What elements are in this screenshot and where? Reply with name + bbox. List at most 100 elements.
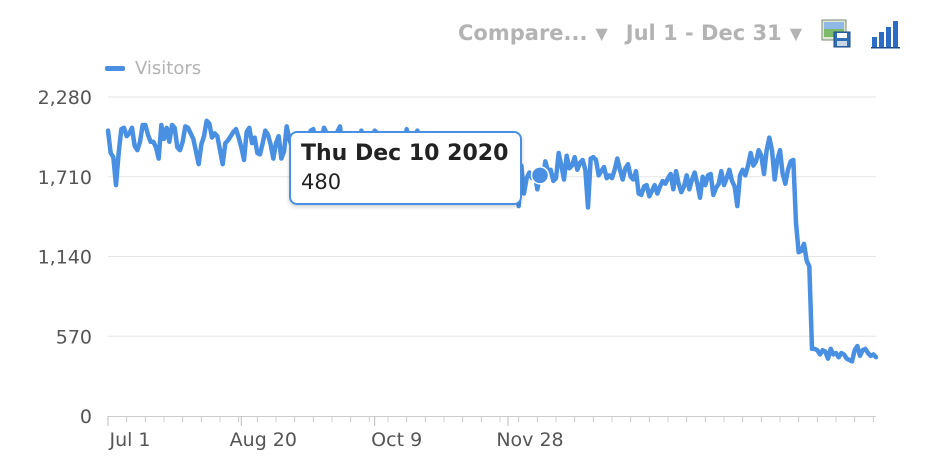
data-point[interactable] xyxy=(857,353,863,359)
data-point[interactable] xyxy=(524,175,530,181)
data-point[interactable] xyxy=(580,157,586,163)
data-point[interactable] xyxy=(206,121,212,127)
data-point[interactable] xyxy=(177,147,183,153)
data-point[interactable] xyxy=(558,163,564,169)
data-point[interactable] xyxy=(268,142,274,148)
data-point[interactable] xyxy=(534,186,540,192)
data-point[interactable] xyxy=(689,177,695,183)
data-point[interactable] xyxy=(769,147,775,153)
data-point[interactable] xyxy=(150,139,156,145)
data-point[interactable] xyxy=(220,161,226,167)
data-point[interactable] xyxy=(780,171,786,177)
data-point[interactable] xyxy=(694,181,700,187)
data-point[interactable] xyxy=(801,241,807,247)
data-point[interactable] xyxy=(620,177,626,183)
data-point[interactable] xyxy=(553,175,559,181)
compare-dropdown[interactable]: Compare... ▼ xyxy=(458,21,608,45)
data-point[interactable] xyxy=(246,125,252,131)
bar-chart-icon[interactable] xyxy=(870,17,902,49)
data-point[interactable] xyxy=(825,356,831,362)
date-range-dropdown[interactable]: Jul 1 - Dec 31 ▼ xyxy=(626,21,802,45)
data-point[interactable] xyxy=(201,133,207,139)
data-point[interactable] xyxy=(116,150,122,156)
data-point[interactable] xyxy=(686,186,692,192)
data-point[interactable] xyxy=(540,177,546,183)
data-point[interactable] xyxy=(321,125,327,131)
data-point[interactable] xyxy=(190,136,196,142)
data-point[interactable] xyxy=(828,346,834,352)
data-point[interactable] xyxy=(569,163,575,169)
data-point[interactable] xyxy=(337,123,343,129)
data-point[interactable] xyxy=(252,135,258,141)
data-point[interactable] xyxy=(129,125,135,131)
data-point[interactable] xyxy=(238,144,244,150)
data-point[interactable] xyxy=(585,205,591,211)
data-point[interactable] xyxy=(625,161,631,167)
data-point[interactable] xyxy=(673,168,679,174)
data-point[interactable] xyxy=(777,147,783,153)
data-point[interactable] xyxy=(793,220,799,226)
data-point[interactable] xyxy=(630,177,636,183)
data-point[interactable] xyxy=(684,172,690,178)
data-point[interactable] xyxy=(278,156,284,162)
data-point[interactable] xyxy=(678,189,684,195)
data-point[interactable] xyxy=(692,170,698,176)
data-point[interactable] xyxy=(676,181,682,187)
data-point[interactable] xyxy=(612,167,618,173)
data-point[interactable] xyxy=(756,147,762,153)
save-image-icon[interactable] xyxy=(820,17,852,49)
data-point[interactable] xyxy=(646,193,652,199)
data-point[interactable] xyxy=(236,135,242,141)
data-point[interactable] xyxy=(702,182,708,188)
data-point[interactable] xyxy=(873,354,879,360)
data-point[interactable] xyxy=(193,149,199,155)
data-point[interactable] xyxy=(548,167,554,173)
data-point[interactable] xyxy=(742,172,748,178)
data-point[interactable] xyxy=(572,154,578,160)
data-point[interactable] xyxy=(740,167,746,173)
data-point[interactable] xyxy=(764,147,770,153)
data-point[interactable] xyxy=(782,181,788,187)
data-point[interactable] xyxy=(849,358,855,364)
data-point[interactable] xyxy=(196,161,202,167)
data-point[interactable] xyxy=(790,157,796,163)
data-point[interactable] xyxy=(113,182,119,188)
data-point[interactable] xyxy=(217,147,223,153)
data-point[interactable] xyxy=(761,171,767,177)
data-point[interactable] xyxy=(745,163,751,169)
data-point[interactable] xyxy=(145,132,151,138)
data-point[interactable] xyxy=(710,192,716,198)
data-point[interactable] xyxy=(609,175,615,181)
data-point[interactable] xyxy=(649,188,655,194)
data-point[interactable] xyxy=(804,258,810,264)
data-point[interactable] xyxy=(753,158,759,164)
data-point[interactable] xyxy=(561,177,567,183)
data-point[interactable] xyxy=(614,156,620,162)
data-point[interactable] xyxy=(822,349,828,355)
data-point[interactable] xyxy=(724,175,730,181)
data-point[interactable] xyxy=(638,192,644,198)
data-point[interactable] xyxy=(257,151,263,157)
data-point[interactable] xyxy=(732,184,738,190)
data-point[interactable] xyxy=(260,140,266,146)
data-point[interactable] xyxy=(542,158,548,164)
data-point[interactable] xyxy=(233,126,239,132)
data-point[interactable] xyxy=(734,203,740,209)
data-point[interactable] xyxy=(158,122,164,128)
data-point[interactable] xyxy=(180,139,186,145)
data-point[interactable] xyxy=(721,182,727,188)
data-point[interactable] xyxy=(729,178,735,184)
data-point[interactable] xyxy=(214,133,220,139)
data-point[interactable] xyxy=(153,144,159,150)
data-point[interactable] xyxy=(617,167,623,173)
data-point[interactable] xyxy=(806,263,812,269)
data-point[interactable] xyxy=(121,125,127,131)
data-point[interactable] xyxy=(164,125,170,131)
data-point[interactable] xyxy=(593,157,599,163)
data-point[interactable] xyxy=(785,167,791,173)
data-point[interactable] xyxy=(697,195,703,201)
data-point[interactable] xyxy=(276,133,282,139)
data-point[interactable] xyxy=(281,149,287,155)
data-point[interactable] xyxy=(662,181,668,187)
data-point[interactable] xyxy=(126,130,132,136)
